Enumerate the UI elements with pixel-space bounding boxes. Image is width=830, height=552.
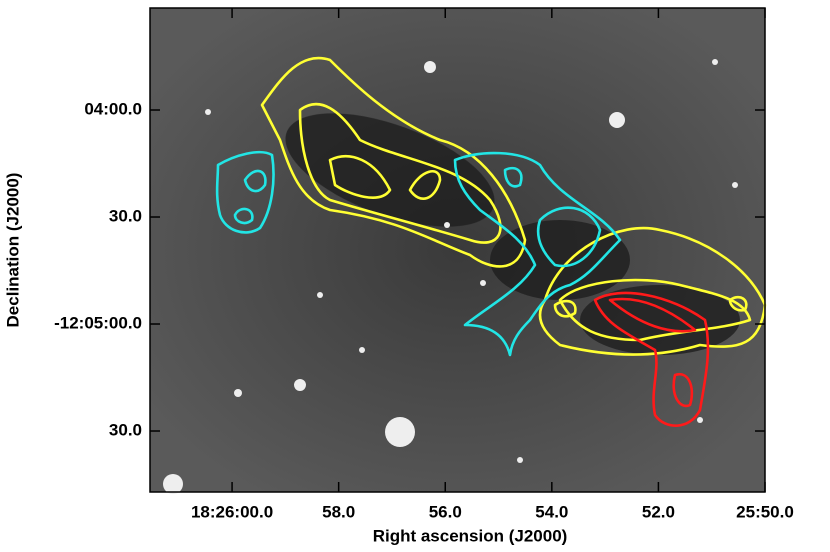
x-tick-label: 52.0 [642, 502, 675, 521]
y-tick-label: 30.0 [109, 420, 142, 439]
x-tick-label: 18:26:00.0 [191, 502, 273, 521]
x-tick-label: 25:50.0 [736, 502, 794, 521]
plot-frame [149, 7, 766, 493]
x-tick-label: 56.0 [429, 502, 462, 521]
y-tick-label: -12:05:00.0 [54, 313, 142, 332]
x-axis-label: Right ascension (J2000) [373, 526, 568, 545]
x-tick-label: 54.0 [535, 502, 568, 521]
y-tick-label: 04:00.0 [84, 99, 142, 118]
y-tick-label: 30.0 [109, 206, 142, 225]
contours [215, 56, 767, 427]
x-tick-label: 58.0 [322, 502, 355, 521]
y-axis-label: Declination (J2000) [3, 173, 22, 328]
stars [163, 59, 738, 494]
